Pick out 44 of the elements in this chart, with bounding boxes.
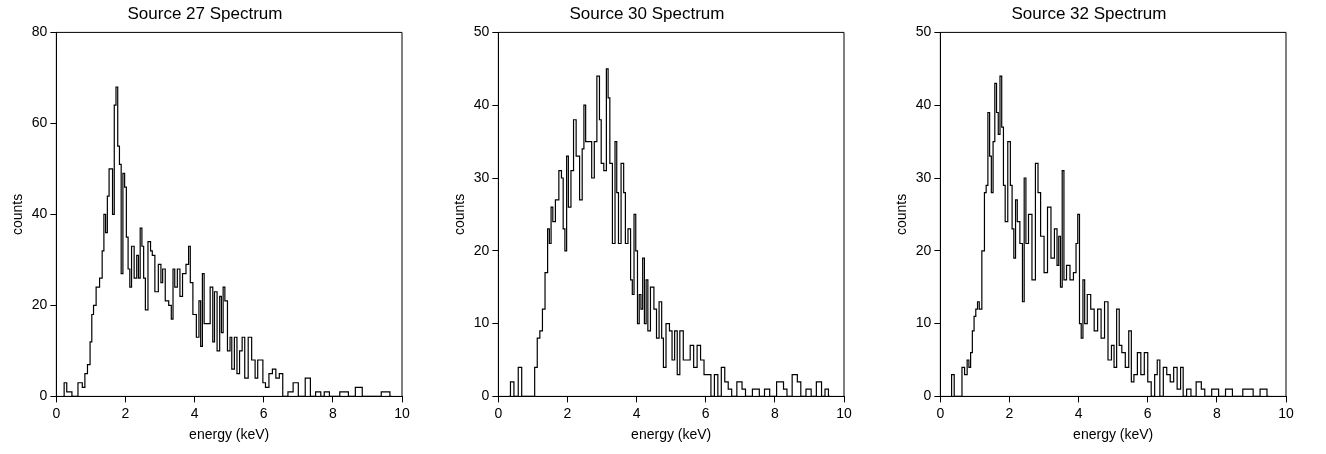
- y-tick-label: 40: [31, 205, 48, 222]
- y-tick-label: 10: [473, 314, 490, 331]
- x-tick-label: 4: [190, 404, 199, 421]
- y-axis-title: counts: [9, 193, 26, 236]
- x-tick-label: 2: [1005, 404, 1014, 421]
- y-tick-label: 20: [31, 296, 48, 313]
- y-axis-title: counts: [451, 193, 468, 236]
- y-tick-label: 50: [915, 23, 932, 40]
- y-tick-label: 10: [915, 314, 932, 331]
- x-tick-label: 4: [632, 404, 641, 421]
- x-tick-label: 4: [1074, 404, 1083, 421]
- y-tick-label: 0: [39, 387, 48, 404]
- y-tick-label: 0: [481, 387, 490, 404]
- x-tick-label: 10: [394, 404, 410, 421]
- y-tick-label: 60: [31, 114, 48, 131]
- y-axis-title: counts: [893, 193, 910, 236]
- chart-title: Source 30 Spectrum: [569, 3, 725, 23]
- x-tick-label: 2: [563, 404, 572, 421]
- chart-title: Source 27 Spectrum: [127, 3, 283, 23]
- x-axis-title: energy (keV): [1073, 426, 1154, 443]
- x-tick-label: 8: [770, 404, 779, 421]
- x-tick-label: 10: [1278, 404, 1294, 421]
- x-tick-label: 2: [121, 404, 130, 421]
- x-axis-title: energy (keV): [631, 426, 712, 443]
- x-tick-label: 8: [328, 404, 337, 421]
- y-tick-label: 20: [915, 241, 932, 258]
- x-tick-label: 0: [936, 404, 945, 421]
- y-tick-label: 40: [915, 96, 932, 113]
- x-tick-label: 6: [259, 404, 268, 421]
- x-axis-title: energy (keV): [189, 426, 270, 443]
- y-tick-label: 30: [473, 168, 490, 185]
- y-tick-label: 20: [473, 241, 490, 258]
- chart-title: Source 32 Spectrum: [1011, 3, 1167, 23]
- y-tick-label: 80: [31, 23, 48, 40]
- x-tick-label: 6: [701, 404, 710, 421]
- y-tick-label: 30: [915, 168, 932, 185]
- y-tick-label: 40: [473, 96, 490, 113]
- x-tick-label: 10: [836, 404, 852, 421]
- y-tick-label: 0: [923, 387, 932, 404]
- x-tick-label: 0: [494, 404, 503, 421]
- x-tick-label: 8: [1212, 404, 1221, 421]
- x-tick-label: 0: [52, 404, 61, 421]
- x-tick-label: 6: [1143, 404, 1152, 421]
- y-tick-label: 50: [473, 23, 490, 40]
